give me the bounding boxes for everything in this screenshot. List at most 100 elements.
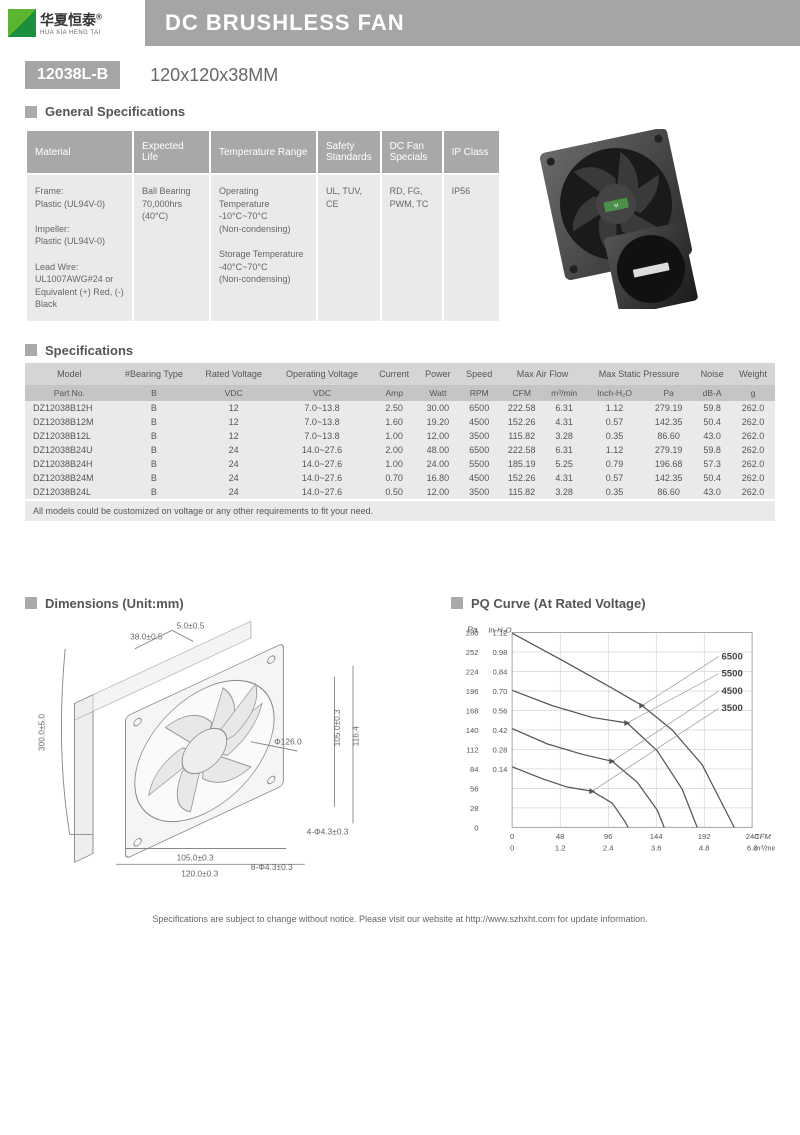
spec-cell: 14.0~27.6: [273, 471, 371, 485]
svg-text:252: 252: [466, 648, 479, 657]
svg-text:3500: 3500: [721, 703, 742, 714]
spec-area: Model#Bearing TypeRated VoltageOperating…: [0, 363, 800, 536]
spec-header: Speed: [458, 363, 500, 385]
spec-cell: 152.26: [500, 471, 543, 485]
spec-cell: 12: [194, 401, 273, 415]
spec-subheader: Pa: [644, 385, 693, 401]
spec-cell: 142.35: [644, 471, 693, 485]
spec-cell: 14.0~27.6: [273, 443, 371, 457]
spec-cell: 14.0~27.6: [273, 457, 371, 471]
spec-subheader: CFM: [500, 385, 543, 401]
spec-subheader: VDC: [194, 385, 273, 401]
svg-text:Pa: Pa: [467, 624, 478, 634]
spec-cell: 12: [194, 429, 273, 443]
spec-cell: 2.50: [371, 401, 417, 415]
spec-cell: 24: [194, 471, 273, 485]
spec-cell: 6500: [458, 401, 500, 415]
model-badge: 12038L-B: [25, 61, 120, 89]
section-marker-icon: [25, 344, 37, 356]
svg-text:4500: 4500: [721, 686, 742, 697]
spec-cell: DZ12038B24M: [25, 471, 114, 485]
spec-cell: 222.58: [500, 443, 543, 457]
spec-cell: 262.0: [731, 443, 775, 457]
svg-text:m³/min: m³/min: [754, 843, 775, 852]
model-dimensions: 120x120x38MM: [150, 65, 278, 86]
svg-text:56: 56: [470, 784, 479, 793]
spec-cell: 3.28: [543, 429, 585, 443]
spec-header: Operating Voltage: [273, 363, 371, 385]
svg-text:0: 0: [510, 832, 514, 841]
gen-spec-cell: Frame:Plastic (UL94V-0)Impeller:Plastic …: [27, 175, 132, 321]
svg-text:5500: 5500: [721, 669, 742, 680]
gen-spec-cell: UL, TUV, CE: [318, 175, 380, 321]
general-spec-table: MaterialExpected LifeTemperature RangeSa…: [25, 129, 501, 323]
spec-subheader: dB-A: [693, 385, 731, 401]
spec-subheader: VDC: [273, 385, 371, 401]
spec-cell: 185.19: [500, 457, 543, 471]
pq-chart: 28025222419616814011284562801.120.980.84…: [451, 621, 775, 861]
svg-text:0.28: 0.28: [492, 745, 507, 754]
spec-cell: 0.79: [585, 457, 644, 471]
gen-spec-cell: Operating Temperature-10°C~70°C(Non-cond…: [211, 175, 316, 321]
svg-text:0: 0: [510, 843, 514, 852]
spec-cell: DZ12038B24H: [25, 457, 114, 471]
spec-cell: 222.58: [500, 401, 543, 415]
spec-cell: B: [114, 485, 195, 499]
spec-cell: DZ12038B12M: [25, 415, 114, 429]
logo: 华夏恒泰® HUA XIA HENG TAI: [0, 1, 145, 45]
spec-cell: 0.70: [371, 471, 417, 485]
spec-cell: 3500: [458, 429, 500, 443]
spec-cell: 24.00: [417, 457, 458, 471]
spec-cell: 5.25: [543, 457, 585, 471]
spec-cell: 279.19: [644, 401, 693, 415]
gen-spec-cell: Ball Bearing 70,000hrs (40°C): [134, 175, 209, 321]
spec-cell: 115.82: [500, 485, 543, 499]
spec-subheader: Watt: [417, 385, 458, 401]
dim-label: 300.0±5.0: [37, 714, 47, 751]
spec-cell: 4.31: [543, 471, 585, 485]
spec-header: #Bearing Type: [114, 363, 195, 385]
svg-text:140: 140: [466, 726, 479, 735]
spec-cell: 4.31: [543, 415, 585, 429]
svg-text:48: 48: [556, 832, 565, 841]
spec-header: Current: [371, 363, 417, 385]
spec-cell: 196.68: [644, 457, 693, 471]
spec-cell: 24: [194, 457, 273, 471]
spec-cell: 152.26: [500, 415, 543, 429]
gen-spec-header: Expected Life: [134, 131, 209, 173]
spec-cell: 12.00: [417, 485, 458, 499]
page-title: DC BRUSHLESS FAN: [145, 0, 800, 46]
spec-cell: B: [114, 457, 195, 471]
dim-label: Φ126.0: [274, 736, 302, 746]
dim-label: 105.0±0.3: [332, 709, 342, 746]
dim-label: 4-Φ4.3±0.3: [307, 827, 349, 837]
spec-header: Weight: [731, 363, 775, 385]
spec-cell: 6.31: [543, 401, 585, 415]
spec-cell: 12: [194, 415, 273, 429]
spec-cell: DZ12038B24L: [25, 485, 114, 499]
svg-text:In-H₂O: In-H₂O: [488, 625, 511, 634]
spec-subheader: RPM: [458, 385, 500, 401]
spec-cell: B: [114, 401, 195, 415]
spec-cell: DZ12038B12H: [25, 401, 114, 415]
spec-cell: 142.35: [644, 415, 693, 429]
spec-subheader: Inch-H₂O: [585, 385, 644, 401]
section-title-pq: PQ Curve (At Rated Voltage): [471, 596, 646, 611]
model-row: 12038L-B 120x120x38MM: [0, 46, 800, 99]
spec-cell: B: [114, 443, 195, 457]
spec-cell: 1.00: [371, 457, 417, 471]
spec-cell: 0.35: [585, 429, 644, 443]
svg-text:196: 196: [466, 687, 479, 696]
spec-cell: 1.12: [585, 401, 644, 415]
spec-cell: 0.57: [585, 415, 644, 429]
svg-text:2.4: 2.4: [603, 843, 614, 852]
gen-spec-header: DC Fan Specials: [382, 131, 442, 173]
spec-cell: 24: [194, 485, 273, 499]
section-header-spec: Specifications: [0, 338, 800, 363]
spec-cell: 59.8: [693, 443, 731, 457]
general-spec-area: MaterialExpected LifeTemperature RangeSa…: [0, 124, 800, 338]
spec-cell: 7.0~13.8: [273, 401, 371, 415]
spec-header: Rated Voltage: [194, 363, 273, 385]
spec-cell: 43.0: [693, 485, 731, 499]
spec-cell: 86.60: [644, 429, 693, 443]
